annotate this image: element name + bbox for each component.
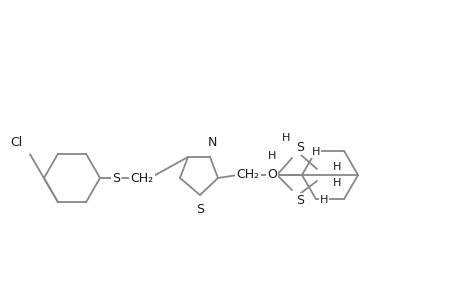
Text: CH₂: CH₂ bbox=[236, 169, 259, 182]
Text: CH₂: CH₂ bbox=[130, 172, 153, 184]
Text: H: H bbox=[267, 151, 275, 161]
Text: H: H bbox=[332, 162, 341, 172]
Text: S: S bbox=[196, 203, 203, 216]
Text: H: H bbox=[281, 133, 289, 143]
Text: S: S bbox=[295, 194, 303, 207]
Text: S: S bbox=[112, 172, 120, 184]
Text: N: N bbox=[207, 136, 216, 149]
Text: S: S bbox=[295, 141, 303, 154]
Text: Cl: Cl bbox=[10, 136, 22, 149]
Text: O: O bbox=[267, 169, 276, 182]
Text: H: H bbox=[311, 147, 319, 157]
Text: H: H bbox=[332, 178, 341, 188]
Text: H: H bbox=[319, 195, 327, 205]
